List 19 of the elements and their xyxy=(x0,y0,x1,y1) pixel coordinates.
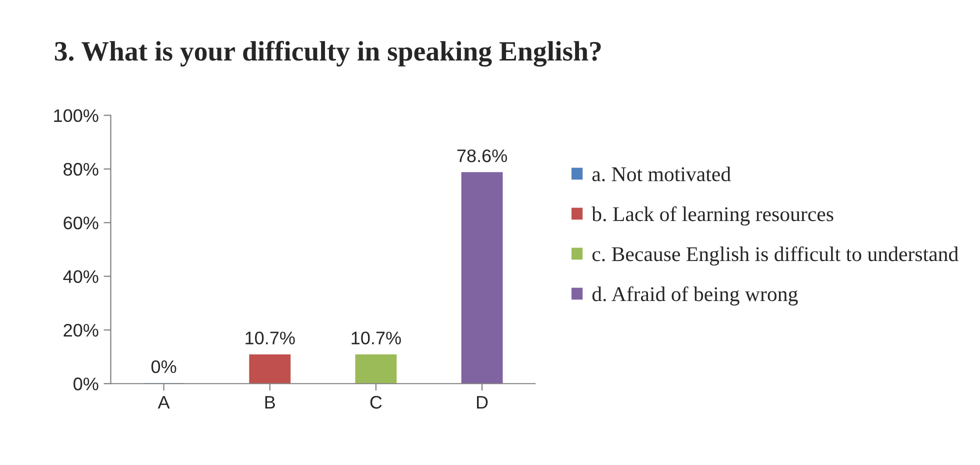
legend-label: b. Lack of learning resources xyxy=(592,206,834,226)
data-label: 10.7% xyxy=(246,332,295,344)
x-tick-label: B xyxy=(265,396,275,409)
y-tick-label: 20% xyxy=(64,324,98,337)
data-label: 10.7% xyxy=(352,332,401,344)
legend-label: c. Because English is difficult to understand xyxy=(592,246,958,266)
y-tick-label: 0% xyxy=(74,378,98,390)
x-tick-label: A xyxy=(158,396,170,409)
x-tick-label: C xyxy=(370,396,382,409)
legend-label: d. Afraid of being wrong xyxy=(592,286,798,306)
y-tick-label: 80% xyxy=(64,162,98,176)
y-tick-label: 40% xyxy=(63,270,98,284)
y-tick-label: 100% xyxy=(54,109,98,122)
x-tick-label: D xyxy=(477,396,488,409)
chart-title: 3. What is your difficulty in speaking English? xyxy=(54,40,601,67)
data-label: 78.6% xyxy=(457,149,507,162)
y-tick-label: 60% xyxy=(64,216,98,230)
legend-label: a. Not motivated xyxy=(592,166,731,182)
data-label: 0% xyxy=(151,360,176,374)
